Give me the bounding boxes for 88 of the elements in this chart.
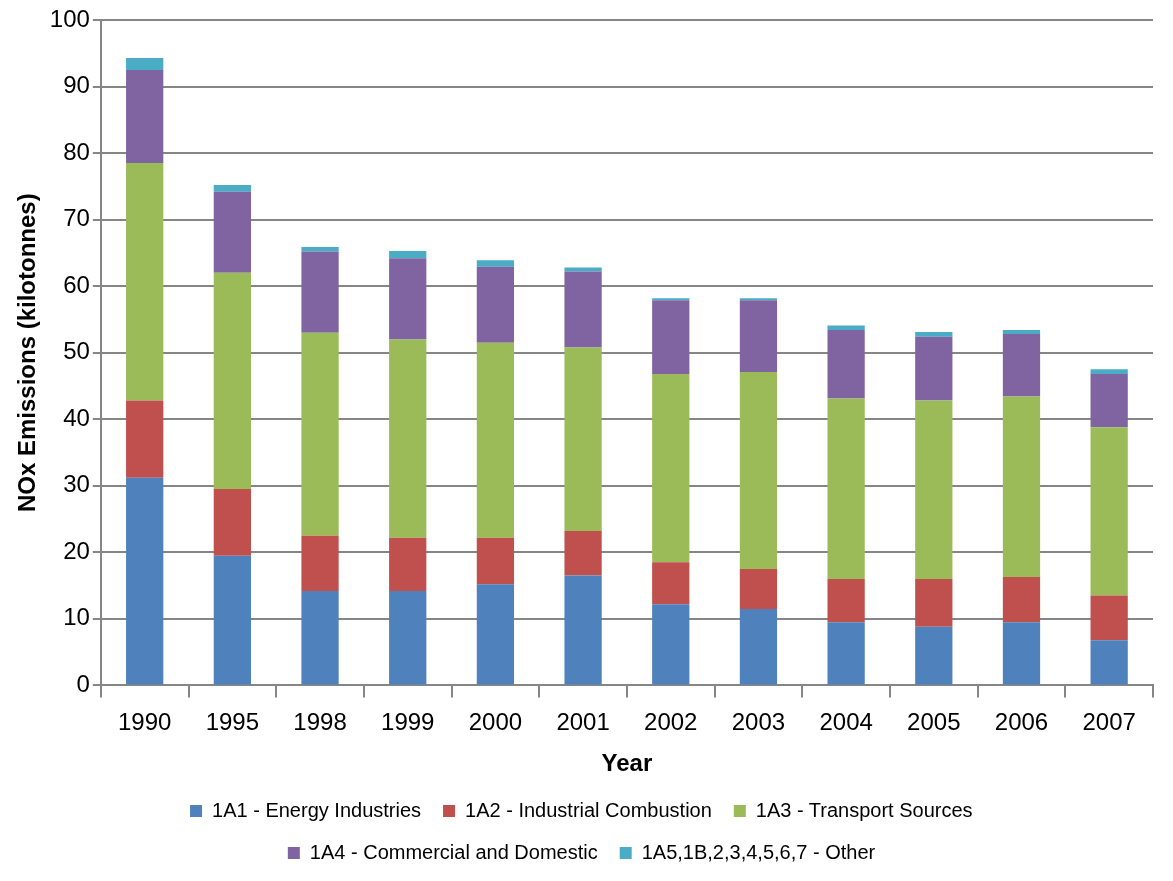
bar	[827, 325, 865, 331]
y-tick-label: 20	[63, 536, 90, 564]
y-tick-label: 100	[49, 4, 90, 32]
bar	[652, 562, 690, 605]
x-tick-label: 2001	[556, 708, 610, 736]
bar	[301, 535, 339, 591]
bar	[1090, 640, 1128, 685]
bar	[1090, 369, 1128, 374]
y-tick-label: 70	[63, 204, 90, 232]
x-tick-label: 2007	[1082, 708, 1136, 736]
bar	[389, 590, 427, 685]
x-tick-label: 2005	[907, 708, 961, 736]
bar	[915, 336, 953, 401]
y-tick-label: 40	[63, 403, 90, 431]
bar	[827, 398, 865, 579]
legend-label: 1A4 - Commercial and Domestic	[309, 840, 598, 863]
bar	[564, 531, 602, 576]
y-axis-title: NOx Emissions (kilotonnes)	[13, 193, 41, 513]
bar	[213, 272, 251, 490]
bar	[915, 332, 953, 337]
bar	[213, 185, 251, 192]
bar	[476, 342, 515, 538]
bar	[301, 246, 339, 252]
bar	[476, 537, 515, 585]
bar	[1002, 622, 1041, 685]
bar	[213, 555, 251, 685]
bar	[739, 608, 778, 685]
bar	[126, 163, 164, 401]
bar	[827, 578, 865, 623]
x-tick-label: 1999	[381, 708, 435, 736]
bar	[1002, 330, 1041, 335]
bar	[389, 339, 427, 538]
bar	[301, 251, 339, 333]
x-tick-label: 2000	[468, 708, 523, 736]
bar	[126, 400, 164, 478]
x-axis-title: Year	[601, 749, 653, 777]
bar	[652, 373, 690, 563]
bar	[213, 489, 251, 556]
y-tick-label: 90	[63, 71, 90, 99]
y-tick-label: 30	[63, 470, 90, 498]
bar	[915, 626, 953, 685]
y-tick-label: 60	[63, 270, 90, 298]
bar	[739, 300, 778, 372]
legend-label: 1A2 - Industrial Combustion	[465, 798, 712, 821]
bar	[301, 332, 339, 536]
legend-label: 1A5,1B,2,3,4,5,6,7 - Other	[641, 840, 876, 863]
bar	[1090, 373, 1128, 428]
bar	[476, 584, 515, 685]
bar	[564, 575, 602, 685]
bar	[389, 537, 427, 591]
bar	[739, 372, 778, 569]
y-tick-label: 0	[76, 670, 90, 698]
x-tick-label: 1990	[117, 708, 172, 736]
x-tick-label: 2003	[731, 708, 786, 736]
bar	[476, 266, 515, 343]
x-tick-label: 2002	[644, 708, 698, 736]
bar	[739, 568, 778, 609]
bar	[389, 250, 427, 259]
bar	[564, 271, 602, 348]
legend-label: 1A3 - Transport Sources	[755, 798, 973, 821]
bar	[1002, 334, 1041, 397]
bar	[915, 400, 953, 579]
bar	[564, 347, 602, 532]
bar	[126, 69, 164, 164]
legend-label: 1A1 - Energy Industries	[212, 798, 422, 821]
bar	[652, 300, 690, 374]
bar	[126, 57, 164, 70]
bar	[1002, 576, 1041, 623]
bar	[1090, 427, 1128, 596]
x-tick-label: 2006	[994, 708, 1049, 736]
y-tick-label: 50	[63, 337, 90, 365]
bar	[213, 191, 251, 273]
y-tick-label: 80	[63, 137, 90, 165]
y-tick-label: 10	[63, 603, 90, 631]
bar	[1090, 595, 1128, 641]
bar	[827, 330, 865, 399]
x-tick-label: 2004	[819, 708, 873, 736]
bar	[389, 258, 427, 340]
bar	[827, 622, 865, 685]
bar	[652, 604, 690, 685]
x-tick-label: 1998	[293, 708, 347, 736]
bar	[915, 578, 953, 627]
bar	[1002, 396, 1041, 577]
bar	[564, 267, 602, 272]
bar	[301, 590, 339, 685]
x-tick-label: 1995	[205, 708, 260, 736]
bar	[126, 477, 164, 685]
bar	[476, 260, 515, 267]
